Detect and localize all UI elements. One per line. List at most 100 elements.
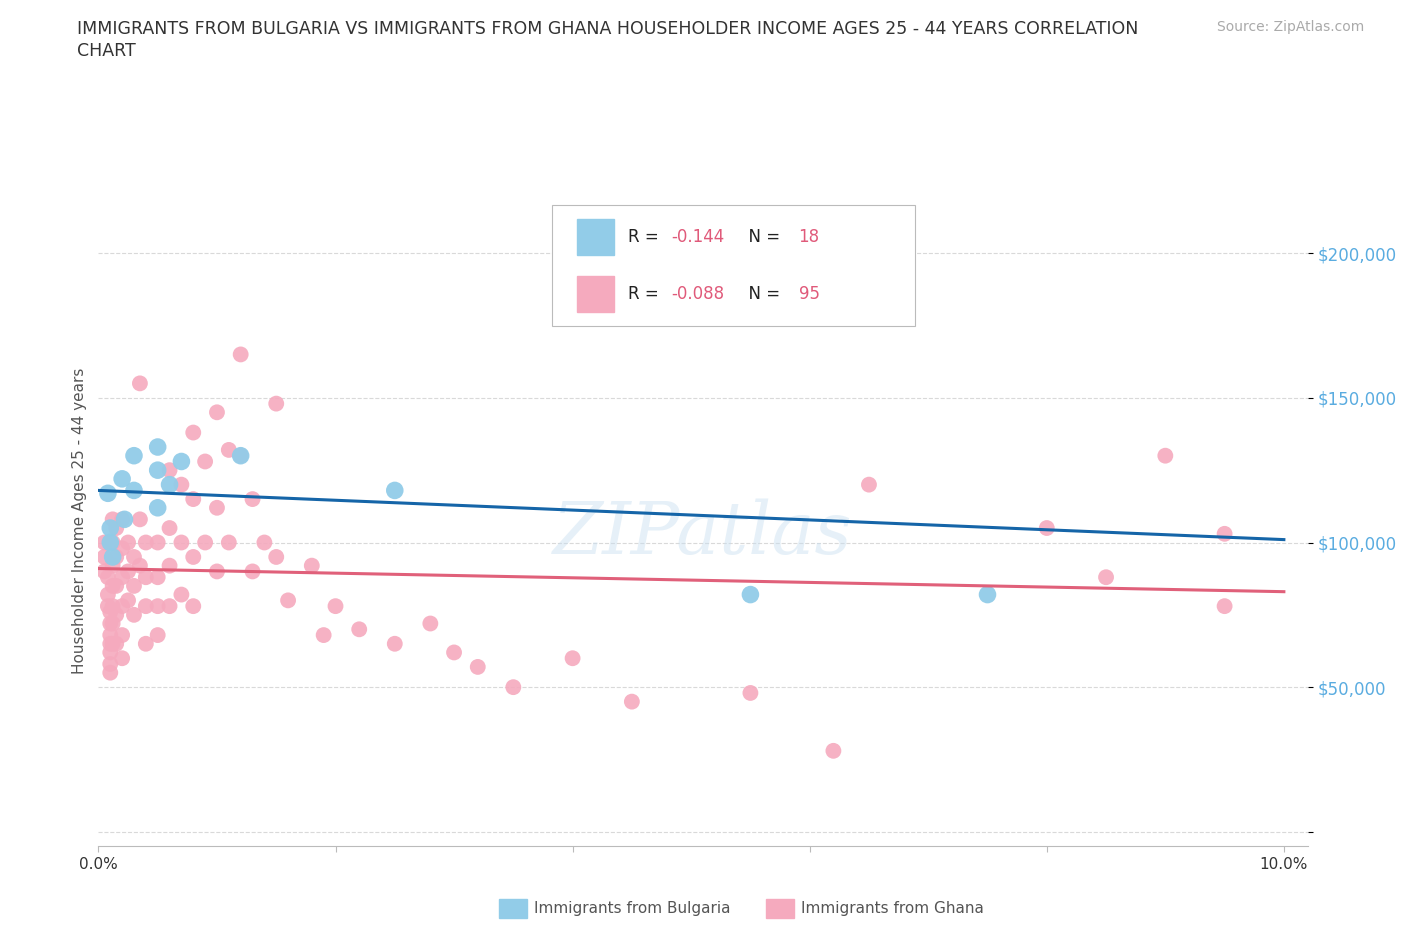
Point (159, 463, 181, 478)
Point (229, 448, 252, 463)
Point (98, 521, 121, 536)
Point (159, 558, 181, 573)
Point (101, 578, 124, 593)
Text: R =: R = (628, 228, 664, 246)
Point (1036, 521, 1059, 536)
Point (135, 636, 157, 651)
Point (229, 347, 252, 362)
Point (312, 628, 335, 643)
Point (146, 440, 169, 455)
Point (111, 512, 134, 526)
Point (98, 665, 121, 680)
Point (181, 599, 204, 614)
Point (97, 570, 120, 585)
Point (384, 636, 406, 651)
Text: 18: 18 (799, 228, 820, 246)
Point (105, 521, 128, 536)
Point (727, 310, 749, 325)
Point (93, 550, 115, 565)
Text: Immigrants from Ghana: Immigrants from Ghana (801, 901, 984, 916)
Text: Immigrants from Bulgaria: Immigrants from Bulgaria (534, 901, 731, 916)
Point (181, 425, 204, 440)
Point (122, 607, 145, 622)
Point (111, 570, 134, 585)
Bar (578, 276, 613, 312)
Point (122, 578, 145, 593)
Point (135, 599, 157, 614)
Text: Source: ZipAtlas.com: Source: ZipAtlas.com (1216, 20, 1364, 34)
Text: N =: N = (738, 285, 786, 303)
Point (146, 535, 169, 550)
Point (146, 628, 169, 643)
Point (97, 587, 120, 602)
Point (264, 550, 287, 565)
Point (242, 492, 264, 507)
Point (1213, 526, 1236, 541)
Point (117, 535, 139, 550)
Point (129, 512, 152, 526)
Point (101, 616, 124, 631)
Point (101, 535, 124, 550)
Point (159, 521, 181, 536)
Point (467, 659, 489, 674)
Point (111, 472, 134, 486)
Point (170, 535, 193, 550)
Point (98, 535, 121, 550)
Text: 95: 95 (799, 285, 820, 303)
Point (111, 628, 134, 643)
Point (301, 558, 323, 573)
Point (105, 636, 128, 651)
Point (97, 485, 120, 500)
Text: R =: R = (628, 285, 664, 303)
Point (194, 454, 217, 469)
Point (740, 685, 762, 700)
Point (159, 477, 181, 492)
Point (740, 587, 762, 602)
Point (159, 599, 181, 614)
Point (146, 570, 169, 585)
Point (105, 578, 128, 593)
Point (1095, 570, 1118, 585)
Point (181, 550, 204, 565)
Point (181, 492, 204, 507)
Point (205, 564, 228, 578)
Point (117, 564, 139, 578)
Point (170, 477, 193, 492)
Point (101, 599, 124, 614)
Point (229, 448, 252, 463)
Point (97, 599, 120, 614)
Point (264, 396, 287, 411)
Point (205, 500, 228, 515)
Point (117, 593, 139, 608)
Point (242, 564, 264, 578)
Point (858, 477, 880, 492)
Point (419, 616, 441, 631)
Point (347, 622, 370, 637)
Point (1154, 448, 1177, 463)
Point (823, 743, 845, 758)
Point (384, 483, 406, 498)
Point (129, 558, 152, 573)
Point (101, 558, 124, 573)
Point (502, 680, 524, 695)
Point (218, 535, 240, 550)
Point (98, 604, 121, 619)
Point (111, 541, 134, 556)
Point (205, 405, 228, 419)
Point (194, 535, 217, 550)
Point (93, 564, 115, 578)
Point (146, 599, 169, 614)
Point (101, 512, 124, 526)
Point (620, 694, 643, 709)
Point (146, 500, 169, 515)
Point (170, 587, 193, 602)
FancyBboxPatch shape (551, 206, 915, 326)
Point (122, 550, 145, 565)
Y-axis label: Householder Income Ages 25 - 44 years: Householder Income Ages 25 - 44 years (72, 367, 87, 674)
Point (101, 550, 124, 565)
Point (561, 651, 583, 666)
Point (111, 599, 134, 614)
Point (122, 483, 145, 498)
Text: CHART: CHART (77, 42, 136, 60)
Text: ZIPatlas: ZIPatlas (553, 498, 853, 569)
